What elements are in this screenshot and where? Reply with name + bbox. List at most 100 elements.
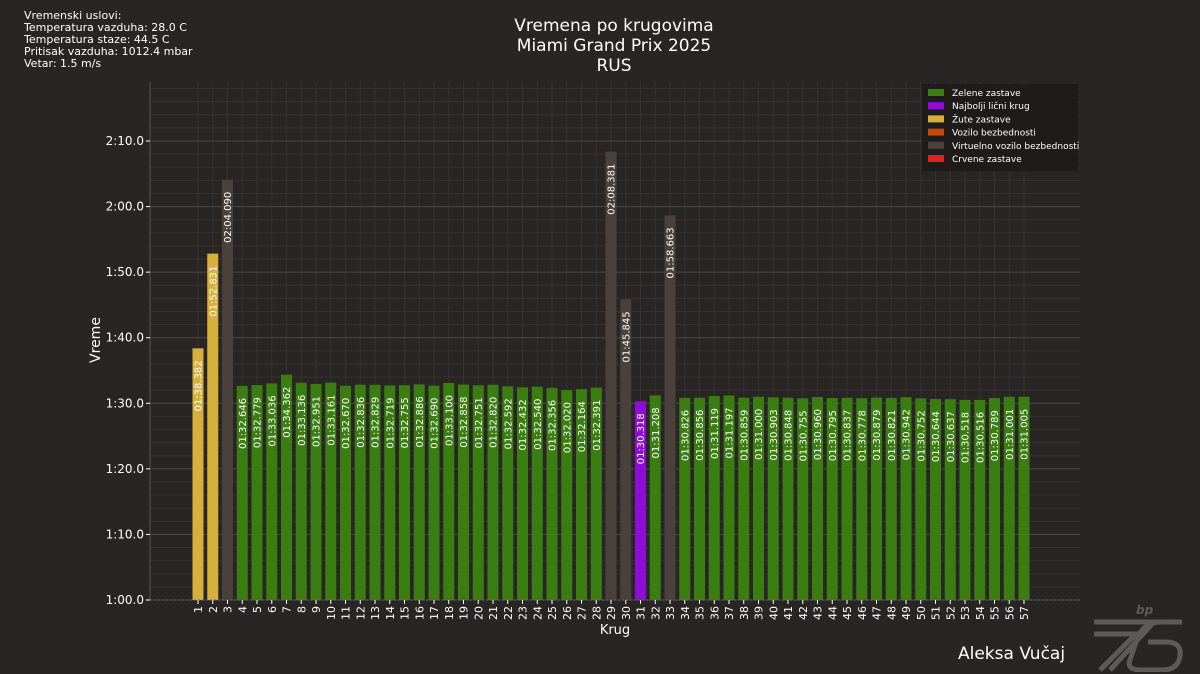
x-tick-label: 28 [590, 606, 603, 620]
lap-bar [236, 385, 248, 600]
lap-time-label: 01:30.826 [680, 410, 691, 461]
lap-bar [959, 399, 971, 600]
air-temperature: Temperatura vazduha: 28.0 C [24, 21, 187, 34]
lap-time-label: 02:08.381 [607, 164, 618, 215]
x-tick-label: 17 [428, 606, 441, 620]
x-tick-label: 3 [222, 606, 235, 613]
x-tick-label: 5 [251, 606, 264, 613]
chart-bars: 01:38.382 01:52.831 02:04.090 01:32.646 01:3… [192, 151, 1031, 601]
lap-bar [664, 215, 676, 600]
lap-bar [281, 374, 292, 600]
lap-bar [1003, 396, 1015, 600]
x-tick-label: 36 [708, 606, 721, 620]
lap-time-label: 01:31.197 [725, 407, 736, 458]
lap-time-label: 01:30.856 [695, 410, 706, 461]
lap-bar [340, 385, 351, 600]
lap-bar [590, 387, 602, 600]
legend-swatch [928, 141, 944, 149]
x-tick-label: 51 [930, 606, 943, 620]
x-tick-label: 42 [797, 606, 810, 620]
x-tick-label: 16 [413, 606, 426, 620]
x-tick-label: 10 [325, 606, 338, 620]
x-tick-label: 30 [620, 606, 633, 620]
x-tick-label: 53 [959, 606, 972, 620]
lap-time-label: 01:30.518 [961, 412, 972, 463]
chart-titles: Vremena po krugovima Miami Grand Prix 20… [414, 16, 814, 76]
x-tick-label: 29 [605, 606, 618, 620]
x-tick-label: 24 [531, 606, 544, 620]
lap-bar [605, 151, 617, 601]
lap-time-label: 01:31.001 [1005, 409, 1016, 460]
lap-time-label: 01:33.161 [326, 395, 337, 446]
legend-swatch [928, 128, 944, 136]
lap-bar [531, 386, 543, 600]
lap-bar [738, 397, 750, 600]
lap-time-label: 01:32.164 [577, 401, 588, 452]
x-tick-label: 22 [502, 606, 515, 620]
lap-time-label: 01:30.644 [931, 411, 942, 462]
x-tick-label: 23 [517, 606, 530, 620]
x-tick-label: 40 [767, 606, 780, 620]
x-tick-label: 13 [369, 606, 382, 620]
lap-bar [989, 398, 1000, 600]
x-tick-label: 18 [443, 606, 456, 620]
x-tick-label: 54 [974, 606, 987, 620]
x-tick-label: 11 [340, 606, 353, 620]
logo-mark: bp [1136, 603, 1154, 617]
lap-time-label: 01:32.356 [548, 400, 559, 451]
lap-bar [679, 397, 691, 600]
lap-bar [384, 385, 396, 600]
x-tick-label: 25 [546, 606, 559, 620]
y-tick-label: 1:30.0 [106, 396, 144, 410]
legend-swatch [928, 89, 944, 96]
lap-time-label: 01:30.789 [990, 410, 1001, 461]
lap-time-label: 01:32.755 [400, 397, 411, 448]
lap-bar [856, 398, 868, 600]
lap-time-label: 01:32.836 [356, 397, 367, 448]
lap-bar [974, 399, 986, 600]
chart-title: Vremena po krugovima [514, 16, 714, 36]
x-tick-label: 48 [885, 606, 898, 620]
lap-time-label: 01:32.020 [562, 402, 573, 453]
lap-bar [753, 396, 764, 600]
x-tick-label: 9 [310, 606, 323, 613]
x-tick-label: 37 [723, 606, 736, 620]
wind-speed: Vetar: 1.5 m/s [24, 57, 102, 70]
lap-time-label: 01:30.516 [975, 412, 986, 463]
y-tick-label: 2:00.0 [106, 200, 144, 214]
air-pressure: Pritisak vazduha: 1012.4 mbar [24, 45, 193, 58]
lap-time-label: 01:30.821 [887, 410, 898, 461]
y-tick-label: 2:10.0 [106, 134, 144, 148]
lap-time-label: 01:32.432 [518, 399, 529, 450]
lap-time-label: 01:32.829 [371, 397, 382, 448]
lap-time-label: 01:58.663 [666, 227, 677, 278]
lap-bar [192, 348, 204, 600]
legend-label: Vozilo bezbednosti [952, 129, 1036, 139]
lap-bar [487, 384, 499, 600]
lap-time-label: 01:32.391 [592, 400, 603, 451]
x-tick-label: 12 [354, 606, 367, 620]
x-tick-label: 27 [576, 606, 589, 620]
lap-time-label: 01:30.637 [946, 411, 957, 462]
lap-bar [399, 385, 410, 600]
lap-bar [649, 395, 661, 600]
lap-time-label: 01:30.942 [902, 409, 913, 460]
lap-time-label: 01:30.795 [828, 410, 839, 461]
lap-time-label: 01:33.136 [297, 395, 308, 446]
lap-bar [841, 397, 853, 600]
track-temperature: Temperatura staze: 44.5 C [24, 33, 170, 46]
lap-bar [472, 385, 484, 600]
lap-bar [458, 384, 469, 600]
lap-bar [1018, 396, 1030, 600]
lap-bar [222, 179, 233, 601]
x-tick-label: 56 [1003, 606, 1016, 620]
lap-bar [826, 398, 838, 600]
lap-time-label: 01:32.779 [253, 397, 264, 448]
lap-time-label: 01:31.119 [710, 408, 721, 459]
y-tick-label: 1:10.0 [106, 527, 144, 541]
x-tick-label: 46 [856, 606, 869, 620]
y-tick-label: 1:20.0 [106, 462, 144, 476]
lap-time-label: 01:31.000 [754, 409, 765, 460]
lap-time-label: 01:30.879 [872, 410, 883, 461]
